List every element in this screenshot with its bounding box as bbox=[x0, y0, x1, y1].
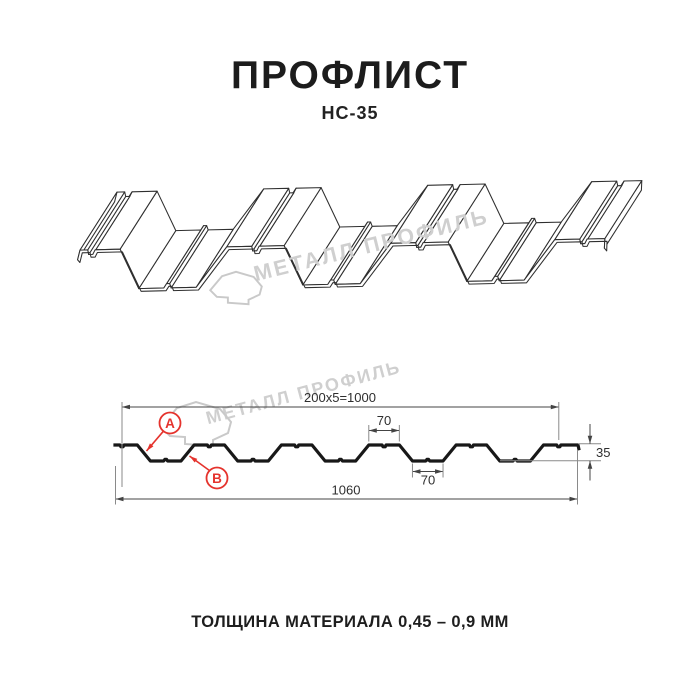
dim-valley-width-label: 70 bbox=[421, 473, 435, 488]
dim-crest-width-label: 70 bbox=[377, 413, 391, 428]
marker-a-label: A bbox=[165, 416, 175, 431]
dim-height-label: 35 bbox=[596, 445, 610, 460]
marker-b-label: B bbox=[212, 471, 222, 486]
profile-model: НС-35 bbox=[321, 103, 379, 123]
cross-section-profile bbox=[113, 443, 581, 463]
dim-useful-width-label: 200x5=1000 bbox=[304, 390, 376, 405]
marker-b-circle bbox=[205, 466, 229, 490]
dimension-lines bbox=[115, 402, 601, 505]
marker-a-circle bbox=[158, 411, 182, 435]
metall-profil-logo-icon bbox=[159, 400, 233, 448]
thickness-note: ТОЛЩИНА МАТЕРИАЛА 0,45 – 0,9 ММ bbox=[191, 613, 509, 631]
face-markers: A B bbox=[158, 411, 229, 490]
dim-overall-width-label: 1060 bbox=[332, 483, 361, 498]
profile-3d-view bbox=[77, 180, 643, 292]
page-title: ПРОФЛИСТ bbox=[230, 54, 470, 97]
metall-profil-logo-icon bbox=[208, 270, 263, 306]
